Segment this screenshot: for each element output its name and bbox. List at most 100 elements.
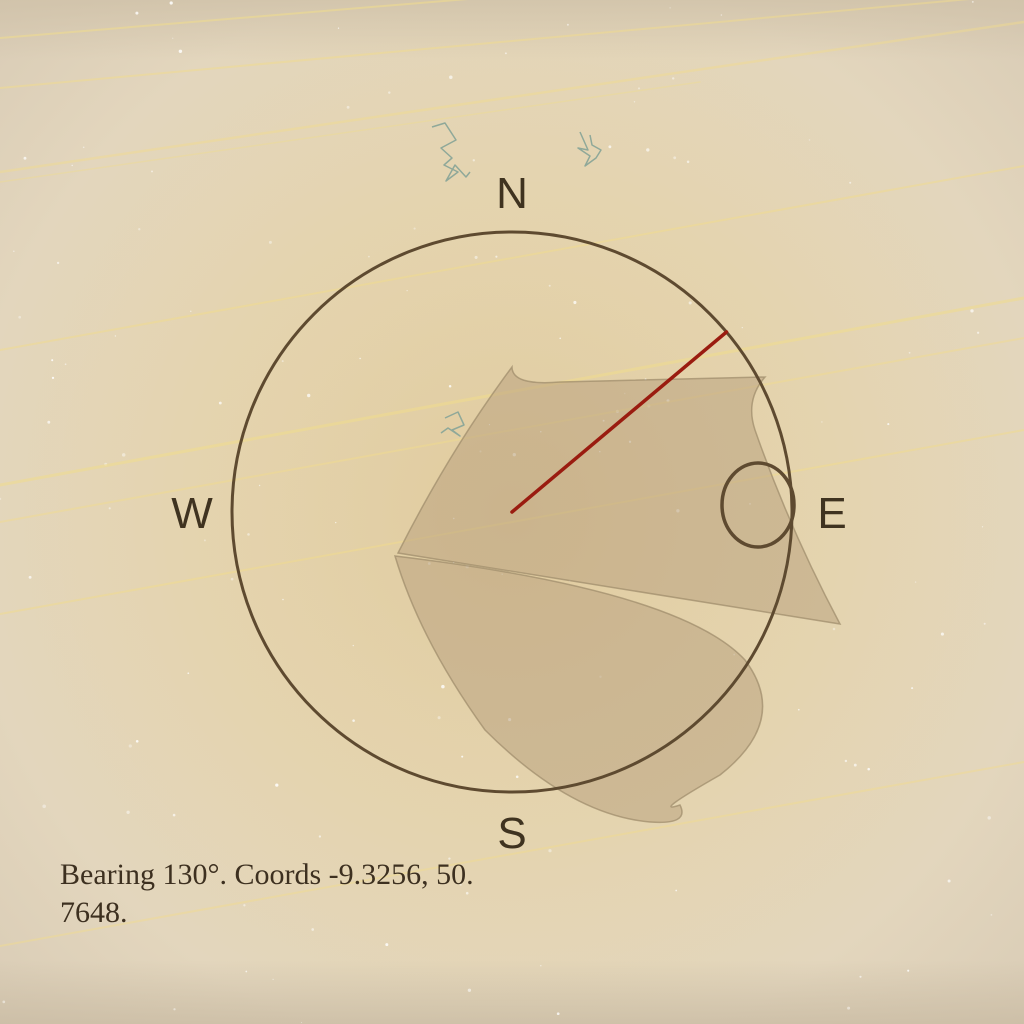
compass-label-north: N [496,169,528,218]
star-speck [559,337,561,340]
star-speck [18,315,22,319]
light-streak [0,165,1024,351]
status-readout: Bearing 130°. Coords -9.3256, 50.7648. [60,858,474,929]
star-speck [275,783,279,787]
star-speck [887,423,890,426]
star-speck [114,335,117,337]
star-speck [637,87,641,90]
star-speck [675,889,678,892]
star-speck [849,181,852,184]
star-speck [646,148,650,152]
star-speck [867,767,870,771]
compass-label-east: E [817,489,846,538]
star-speck [686,160,690,164]
star-speck [307,393,311,398]
star-speck [847,1006,851,1010]
star-speck [467,988,472,992]
star-speck [441,684,445,689]
star-speck [121,453,126,457]
star-speck [151,170,153,173]
star-speck [172,37,174,39]
star-speck [172,813,176,817]
star-speck [907,969,910,972]
star-speck [230,577,234,581]
star-speck [449,75,453,80]
star-speck [42,804,46,809]
star-speck [318,835,322,838]
star-speck [821,421,823,423]
star-speck [573,300,577,305]
star-speck [971,0,974,3]
star-speck [669,7,671,9]
star-speck [281,360,284,363]
star-speck [245,970,248,973]
ice-crystal-icon [577,131,602,167]
star-speck [368,255,370,258]
star-speck [64,363,67,366]
star-speck [990,914,993,916]
star-speck [23,156,27,160]
compass-marker[interactable] [720,461,796,549]
star-speck [981,526,984,528]
light-streak [0,761,1024,947]
ice-crystal-icon [431,122,602,437]
star-speck [940,632,944,636]
star-speck [352,719,355,722]
compass-label-south: S [497,809,526,858]
star-speck [859,975,862,978]
star-speck [556,1012,560,1016]
star-speck [272,978,274,981]
light-streak [0,0,970,89]
compass-label-west: W [171,489,213,538]
star-speck [741,326,743,329]
star-speck [911,687,914,690]
star-speck [243,904,246,907]
landmass-north [396,364,842,625]
star-speck [914,581,917,583]
star-speck [203,539,206,542]
star-speck [672,77,675,80]
star-speck [13,250,15,252]
star-speck [258,484,261,487]
landmass [393,364,842,824]
star-speck [311,928,315,931]
star-speck [169,1,173,5]
light-streak [0,81,701,183]
star-speck [2,1000,6,1004]
star-speck [448,385,452,388]
star-speck [178,49,183,54]
star-speck [406,290,408,292]
star-speck [504,52,507,55]
star-speck [976,331,980,334]
star-speck [218,401,222,405]
light-streak [0,20,1024,174]
star-speck [126,810,130,814]
star-speck [78,901,80,903]
star-speck [268,240,272,244]
star-speck [108,507,111,510]
star-speck [346,105,350,109]
star-speck [474,255,478,259]
star-speck [983,622,986,625]
star-speck [832,627,836,631]
star-speck [385,943,389,947]
star-speck [0,497,2,501]
star-speck [844,759,848,763]
star-speck [970,309,974,313]
landmass-south [393,555,764,824]
star-speck [797,708,800,711]
star-speck [515,775,519,779]
ice-crystal-icon [431,122,471,182]
star-speck [335,521,337,524]
star-speck [548,284,551,287]
star-speck [566,23,569,26]
bottom-vignette [0,960,1024,1024]
star-speck [465,891,469,895]
star-speck [548,849,552,853]
star-speck [337,27,340,29]
star-speck [448,857,451,860]
star-speck [300,1021,303,1024]
star-speck [413,227,416,230]
ice-crystal-icon [440,411,465,437]
